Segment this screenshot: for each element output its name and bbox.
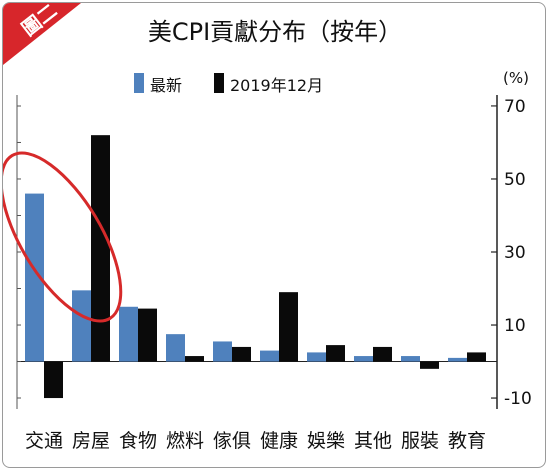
category-label: 交通: [25, 430, 63, 452]
category-label: 娛樂: [307, 430, 345, 452]
category-label: 教育: [448, 430, 486, 452]
y-tick-label: 70: [504, 97, 526, 117]
bar-latest-0: [25, 193, 44, 362]
chart-svg: 圖二 美CPI貢獻分布（按年） 最新 2019年12月 (%) 70 50 30 10…: [3, 3, 532, 452]
y-tick-label: 30: [504, 243, 526, 263]
legend-swatch-latest: [134, 73, 144, 93]
bar-latest-1: [72, 290, 91, 362]
bar-2019-12-4: [232, 346, 251, 362]
bar-2019-12-8: [420, 361, 439, 369]
bar-latest-6: [307, 352, 326, 362]
y-tick-label: -10: [504, 389, 532, 409]
category-label: 其他: [354, 430, 392, 452]
legend-label-2019-12: 2019年12月: [230, 76, 323, 95]
bar-2019-12-1: [91, 135, 110, 362]
legend-label-latest: 最新: [150, 76, 182, 95]
bar-latest-8: [401, 356, 420, 362]
chart-title: 美CPI貢獻分布（按年）: [148, 18, 402, 46]
bar-2019-12-2: [138, 308, 157, 362]
category-label: 服裝: [401, 430, 439, 452]
bar-2019-12-7: [373, 346, 392, 362]
badge-triangle: [3, 3, 81, 65]
chart-frame: 圖二 美CPI貢獻分布（按年） 最新 2019年12月 (%) 70 50 30 10…: [2, 2, 546, 468]
category-label: 燃料: [166, 430, 204, 452]
bar-latest-4: [213, 341, 232, 362]
bar-latest-9: [448, 357, 467, 362]
bar-2019-12-0: [44, 361, 63, 399]
y-tick-label: 10: [504, 316, 526, 336]
category-label: 房屋: [72, 430, 110, 452]
bar-latest-7: [354, 356, 373, 362]
category-label: 健康: [260, 430, 298, 452]
corner-badge: 圖二: [3, 3, 81, 65]
category-label: 食物: [119, 430, 157, 452]
highlight-ellipse: [3, 151, 123, 323]
bars: [25, 135, 486, 399]
y-tick-label: 50: [504, 170, 526, 190]
y-ticks: 70 50 30 10 -10: [17, 97, 532, 409]
bar-latest-3: [166, 334, 185, 362]
legend-swatch-2019-12: [214, 73, 224, 93]
bar-latest-5: [260, 350, 279, 362]
category-labels: 交通 房屋 食物 燃料 傢俱 健康 娛樂 其他 服裝 教育: [25, 430, 486, 452]
bar-2019-12-6: [326, 345, 345, 362]
bar-latest-2: [119, 306, 138, 362]
category-label: 傢俱: [213, 430, 251, 452]
bar-2019-12-5: [279, 292, 298, 362]
legend: 最新 2019年12月: [134, 73, 323, 95]
bar-2019-12-9: [467, 352, 486, 362]
y-axis-unit: (%): [503, 69, 529, 87]
bar-2019-12-3: [185, 356, 204, 362]
